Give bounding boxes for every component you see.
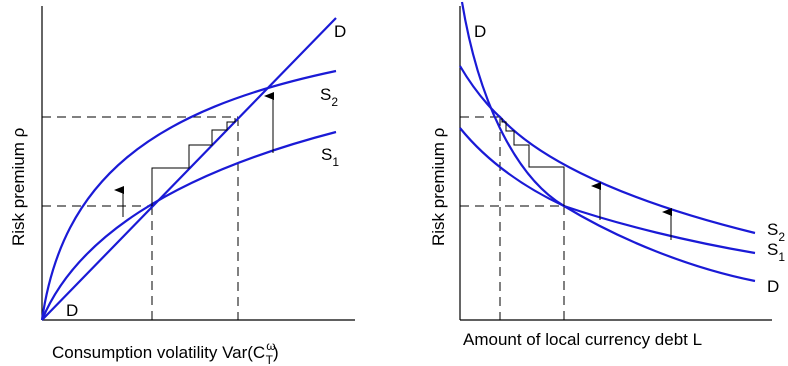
right-curve-S1	[460, 128, 755, 253]
right-y-axis-label: Risk premium ρ	[429, 128, 448, 246]
right-panel: D D S2 S1 Risk premium ρ Amount of local…	[429, 2, 785, 349]
left-label-S1: S1	[321, 145, 339, 169]
right-x-axis-label: Amount of local currency debt L	[463, 330, 702, 349]
left-curve-S2	[42, 71, 336, 320]
right-label-D-bottom: D	[767, 277, 779, 296]
left-label-D-top: D	[334, 22, 346, 41]
right-curve-S2	[460, 66, 755, 233]
left-label-D-bottom: D	[66, 301, 78, 320]
left-x-axis-label: Consumption volatility Var(Cω T)	[52, 339, 279, 366]
left-curve-D	[42, 18, 336, 320]
left-y-axis-label: Risk premium ρ	[9, 128, 28, 246]
right-curve-D	[462, 2, 755, 281]
right-staircase	[502, 118, 564, 206]
right-label-D-top: D	[474, 22, 486, 41]
left-label-S2: S2	[320, 85, 338, 109]
left-panel: D D S2 S1 Risk premium ρ Consumption vol…	[9, 6, 355, 366]
